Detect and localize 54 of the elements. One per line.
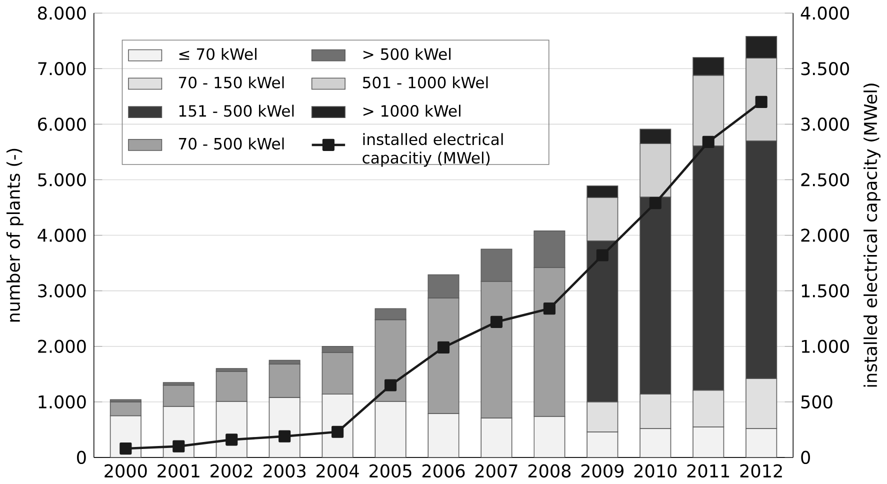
y-tick-label: 1.000 (38, 395, 86, 408)
point (120, 442, 132, 455)
legend-label: ≤ 70 kWel (179, 48, 256, 60)
point (543, 302, 556, 315)
x-tick-label: 2005 (370, 464, 412, 478)
legend-label: 501 - 1000 kWel (363, 76, 488, 88)
y-tick-label: 2.000 (38, 340, 86, 353)
x-tick-label: 2001 (158, 464, 200, 478)
point (649, 196, 662, 210)
x-tick-label: 2006 (422, 464, 465, 478)
point (702, 136, 714, 148)
x-tick-label: 2003 (264, 464, 306, 478)
point (172, 440, 185, 452)
point (226, 434, 238, 446)
x-tick-label: 2000 (104, 464, 147, 478)
point (596, 249, 608, 262)
x-tick-label: 2008 (528, 464, 571, 478)
x-tick-label: 2007 (475, 464, 518, 478)
legend-label: installed electrical capacitiy (MWel) (362, 133, 503, 167)
y2-tick-label: 2.500 (801, 173, 850, 186)
x-tick-label: 2010 (634, 464, 677, 478)
legend-label: > 1000 kWel (363, 104, 460, 117)
point (332, 426, 344, 438)
y2-tick-label: 1.000 (802, 340, 850, 353)
legend-label: > 500 kWel (363, 48, 450, 60)
y-tick-label: 5.000 (38, 173, 86, 186)
x-tick-label: 2004 (316, 464, 359, 478)
x-tick-label: 2011 (687, 464, 730, 478)
y-tick-label: 4.000 (38, 228, 86, 242)
y2-tick-label: 3.500 (801, 62, 850, 76)
y-tick-label: 0 (77, 450, 86, 464)
y2-tick-label: 500 (801, 395, 832, 408)
point (278, 430, 291, 442)
x-tick-label: 2002 (210, 464, 252, 478)
y2-axis-title: installed electrical capacity (MWel) (864, 84, 881, 387)
point (437, 341, 450, 354)
y2-tick-label: 2.000 (801, 228, 850, 242)
y2-tick-label: 0 (801, 450, 810, 464)
legend-label: 70 - 150 kWel (178, 76, 284, 88)
point (490, 316, 503, 328)
y-axis-title: number of plants (-) (6, 148, 24, 322)
y-tick-label: 6.000 (38, 118, 86, 131)
legend-label: 151 - 500 kWel (179, 104, 294, 117)
y-tick-label: 3.000 (38, 284, 86, 298)
y2-tick-label: 1.500 (802, 284, 850, 298)
y2-tick-label: 3.000 (801, 118, 850, 131)
y2-tick-label: 4.000 (800, 6, 850, 20)
x-tick-label: 2012 (740, 464, 782, 478)
y-tick-label: 8.000 (38, 6, 86, 20)
legend-label: 70 - 500 kWel (178, 138, 284, 150)
point (384, 379, 397, 392)
y-tick-label: 7.000 (38, 62, 86, 76)
point (755, 96, 768, 108)
x-tick-label: 2009 (581, 464, 624, 478)
